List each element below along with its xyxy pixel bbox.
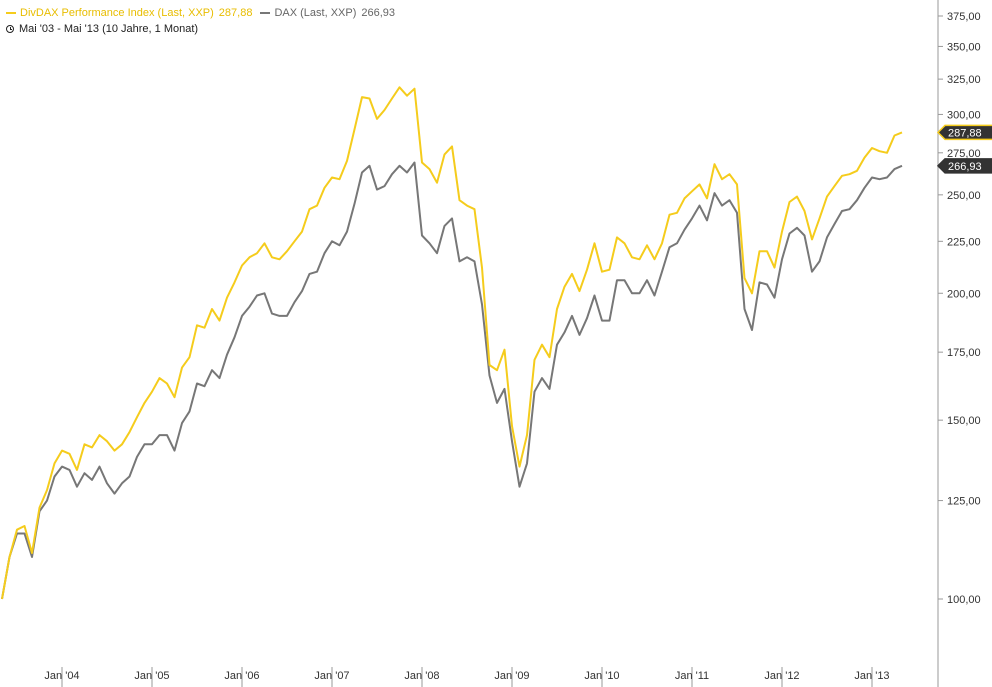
y-tick-label: 325,00 (947, 74, 981, 86)
series-layer (1, 86, 903, 600)
y-tick-label: 200,00 (947, 288, 981, 300)
legend-swatch-divdax (6, 12, 16, 14)
x-tick-label: Jan '10 (584, 670, 619, 682)
last-value-flag-dax: 266,93 (936, 158, 992, 174)
legend-period-row: Mai '03 - Mai '13 (10 Jahre, 1 Monat) (6, 21, 403, 37)
x-tick-label: Jan '04 (44, 670, 79, 682)
legend-label-dax: DAX (Last, XXP) (274, 7, 357, 19)
flag-shape (936, 124, 992, 141)
y-tick-label: 250,00 (947, 190, 981, 202)
legend-series-row: DivDAX Performance Index (Last, XXP) 287… (6, 5, 403, 21)
last-value-flag-divdax: 287,88 (936, 124, 992, 141)
y-tick-label: 175,00 (947, 347, 981, 359)
y-tick-label: 225,00 (947, 236, 981, 248)
series-line-dax[interactable] (1, 161, 903, 600)
flag-shape (936, 158, 992, 174)
time-period-label: Mai '03 - Mai '13 (10 Jahre, 1 Monat) (19, 23, 199, 35)
flag-value-label: 287,88 (948, 127, 982, 139)
clock-icon (6, 25, 14, 33)
x-tick-label: Jan '09 (494, 670, 529, 682)
y-tick-label: 100,00 (947, 594, 981, 606)
legend-item-dax[interactable]: DAX (Last, XXP) 266,93 (260, 5, 395, 21)
legend-value-divdax: 287,88 (218, 7, 253, 19)
y-tick-label: 275,00 (947, 148, 981, 160)
legend-item-divdax[interactable]: DivDAX Performance Index (Last, XXP) 287… (6, 5, 252, 21)
x-tick-label: Jan '05 (134, 670, 169, 682)
y-tick-label: 300,00 (947, 109, 981, 121)
last-value-flags: 287,88 266,93 (936, 124, 992, 174)
y-tick-label: 150,00 (947, 415, 981, 427)
legend-label-divdax: DivDAX Performance Index (Last, XXP) (20, 7, 214, 19)
legend-value-dax: 266,93 (361, 7, 396, 19)
chart-legend: DivDAX Performance Index (Last, XXP) 287… (6, 5, 403, 37)
y-tick-label: 375,00 (947, 11, 981, 23)
flag-value-label: 266,93 (948, 161, 982, 173)
x-tick-label: Jan '13 (854, 670, 889, 682)
x-tick-label: Jan '06 (224, 670, 259, 682)
x-tick-label: Jan '11 (675, 670, 709, 682)
x-axis: Jan '04 Jan '05 Jan '06 Jan '07 Jan '08 Jan '… (44, 667, 890, 687)
x-tick-label: Jan '07 (314, 670, 349, 682)
x-tick-label: Jan '12 (764, 670, 799, 682)
y-tick-label: 125,00 (947, 496, 981, 508)
y-axis: 100,00 125,00 150,00 175,00 200,00 225,00 250,… (937, 0, 981, 687)
legend-swatch-dax (260, 12, 271, 14)
y-tick-label: 350,00 (947, 41, 981, 53)
x-tick-label: Jan '08 (404, 670, 439, 682)
series-line-divdax[interactable] (1, 86, 903, 600)
